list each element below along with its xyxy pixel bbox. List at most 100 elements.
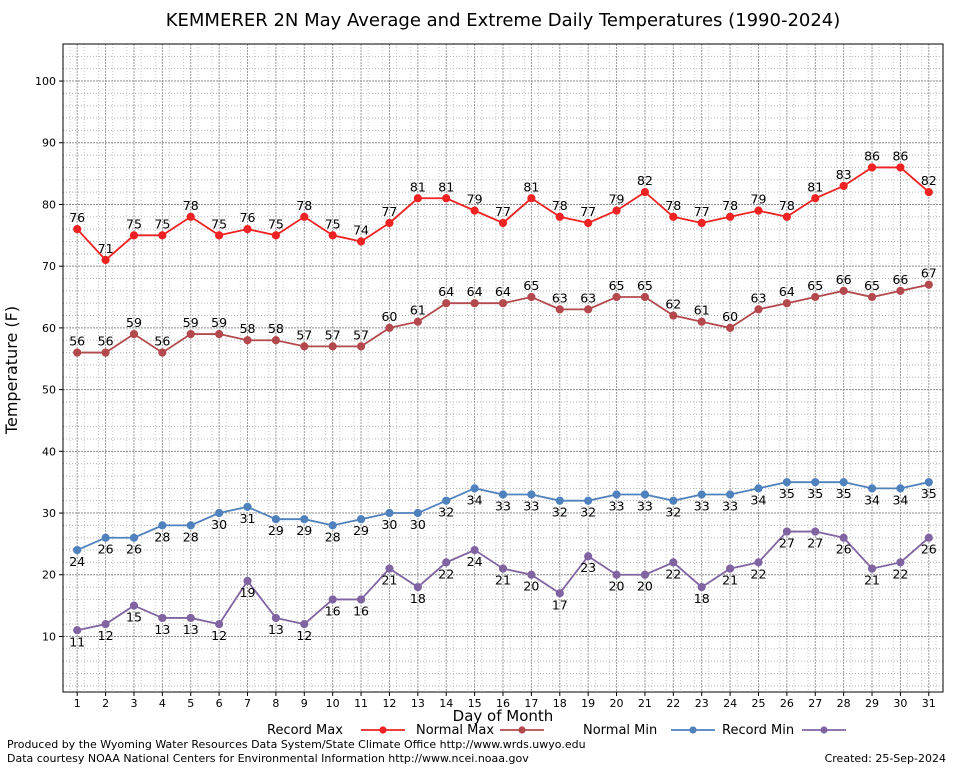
x-tick-label: 17 xyxy=(524,697,538,710)
y-tick-label: 70 xyxy=(42,260,56,273)
normal-min-data-label: 35 xyxy=(836,486,852,501)
normal-min-point xyxy=(300,515,309,524)
normal-min-data-label: 35 xyxy=(807,486,823,501)
legend-item-normal-min: Normal Min xyxy=(583,723,715,738)
normal-min-data-label: 29 xyxy=(268,523,284,538)
record-min-data-label: 22 xyxy=(665,566,681,581)
normal-min-point xyxy=(867,484,877,493)
x-tick-label: 16 xyxy=(496,697,510,710)
record-min-data-label: 22 xyxy=(751,566,767,581)
record-min-data-label: 27 xyxy=(779,536,795,551)
y-tick-label: 10 xyxy=(42,630,56,643)
normal-min-data-label: 28 xyxy=(154,529,170,544)
record-max-data-label: 75 xyxy=(154,216,170,231)
y-axis-label: Temperature (F) xyxy=(2,306,21,435)
normal-max-data-label: 63 xyxy=(552,290,568,305)
x-tick-label: 6 xyxy=(216,697,223,710)
record-max-data-label: 77 xyxy=(495,204,511,219)
normal-min-data-label: 28 xyxy=(325,529,341,544)
normal-max-point xyxy=(413,317,422,326)
legend-label: Record Min xyxy=(722,723,794,738)
record-max-data-label: 75 xyxy=(126,216,142,231)
normal-max-point xyxy=(612,292,621,302)
normal-max-point xyxy=(101,348,110,357)
normal-max-data-label: 59 xyxy=(126,315,142,330)
normal-max-data-label: 59 xyxy=(183,315,199,330)
record-min-point xyxy=(811,527,820,536)
legend: Record Max Normal Max Normal Min Record Min xyxy=(267,723,846,738)
normal-max-data-label: 61 xyxy=(410,303,426,318)
record-max-point xyxy=(498,218,508,228)
record-max-data-label: 82 xyxy=(637,173,653,188)
normal-min-point xyxy=(640,490,650,499)
record-min-point xyxy=(754,558,763,567)
record-max-point xyxy=(215,231,224,240)
legend-item-record-max: Record Max xyxy=(267,723,405,738)
record-min-data-label: 12 xyxy=(296,628,312,643)
x-tick-label: 19 xyxy=(581,697,595,710)
record-max-point xyxy=(186,212,195,221)
record-min-point xyxy=(527,570,536,579)
x-tick-label: 4 xyxy=(159,697,166,710)
record-max-data-label: 78 xyxy=(183,198,199,213)
normal-max-point xyxy=(754,305,763,314)
record-max-data-label: 81 xyxy=(410,179,426,194)
normal-max-data-label: 57 xyxy=(353,327,369,342)
record-min-point xyxy=(640,570,650,579)
record-min-data-label: 17 xyxy=(552,597,568,612)
normal-max-point xyxy=(186,329,195,339)
normal-max-point xyxy=(470,299,479,308)
record-min-point xyxy=(584,552,593,561)
record-max-point xyxy=(158,231,167,240)
normal-max-data-label: 65 xyxy=(864,278,880,293)
normal-max-data-label: 62 xyxy=(665,297,681,312)
record-max-point xyxy=(896,163,905,172)
normal-min-point xyxy=(385,508,394,518)
record-min-data-label: 13 xyxy=(154,622,170,637)
normal-min-point xyxy=(158,521,167,530)
normal-max-point xyxy=(328,342,337,351)
record-max-data-label: 74 xyxy=(353,222,369,237)
record-min-point xyxy=(271,613,281,623)
normal-min-point xyxy=(896,484,905,493)
normal-max-data-label: 61 xyxy=(694,303,710,318)
x-tick-label: 9 xyxy=(301,697,308,710)
record-min-point xyxy=(896,558,905,567)
x-tick-label: 14 xyxy=(439,697,453,710)
record-min-data-label: 15 xyxy=(126,610,142,625)
record-min-data-label: 22 xyxy=(438,566,454,581)
normal-min-data-label: 31 xyxy=(240,511,256,526)
record-min-data-label: 26 xyxy=(836,542,852,557)
record-max-data-label: 75 xyxy=(325,216,341,231)
record-max-point xyxy=(584,218,593,228)
normal-min-point xyxy=(101,533,110,542)
legend-item-record-min: Record Min xyxy=(722,723,846,738)
x-tick-label: 13 xyxy=(411,697,425,710)
x-tick-label: 23 xyxy=(695,697,709,710)
normal-min-data-label: 28 xyxy=(183,529,199,544)
record-max-point xyxy=(73,225,82,234)
record-max-data-label: 78 xyxy=(296,198,312,213)
normal-max-data-label: 60 xyxy=(722,309,738,324)
record-max-data-label: 81 xyxy=(807,179,823,194)
record-max-point xyxy=(555,212,564,221)
x-tick-label: 5 xyxy=(187,697,194,710)
legend-marker xyxy=(689,726,697,734)
x-tick-label: 11 xyxy=(354,697,368,710)
normal-max-point xyxy=(896,286,905,295)
record-max-point xyxy=(725,212,735,221)
record-min-data-label: 21 xyxy=(495,573,511,588)
normal-min-point xyxy=(442,496,451,505)
record-min-data-label: 11 xyxy=(69,634,85,649)
normal-min-point xyxy=(584,496,593,505)
series-record-min: 11 12 15 13 13 12 19 13 12 16 16 21 18 22 24 21 20 17 23 20… xyxy=(69,527,937,649)
record-min-data-label: 13 xyxy=(183,622,199,637)
normal-max-data-label: 56 xyxy=(154,334,170,349)
normal-max-point xyxy=(498,299,508,308)
record-max-data-label: 77 xyxy=(580,204,596,219)
data-series: 76 71 75 75 78 75 76 75 78 75 74 77 81 81 79 77 81 78 77 79… xyxy=(69,148,937,649)
record-max-point xyxy=(782,212,791,221)
record-min-data-label: 12 xyxy=(98,628,114,643)
record-min-point xyxy=(158,613,167,623)
record-min-point xyxy=(839,533,848,542)
